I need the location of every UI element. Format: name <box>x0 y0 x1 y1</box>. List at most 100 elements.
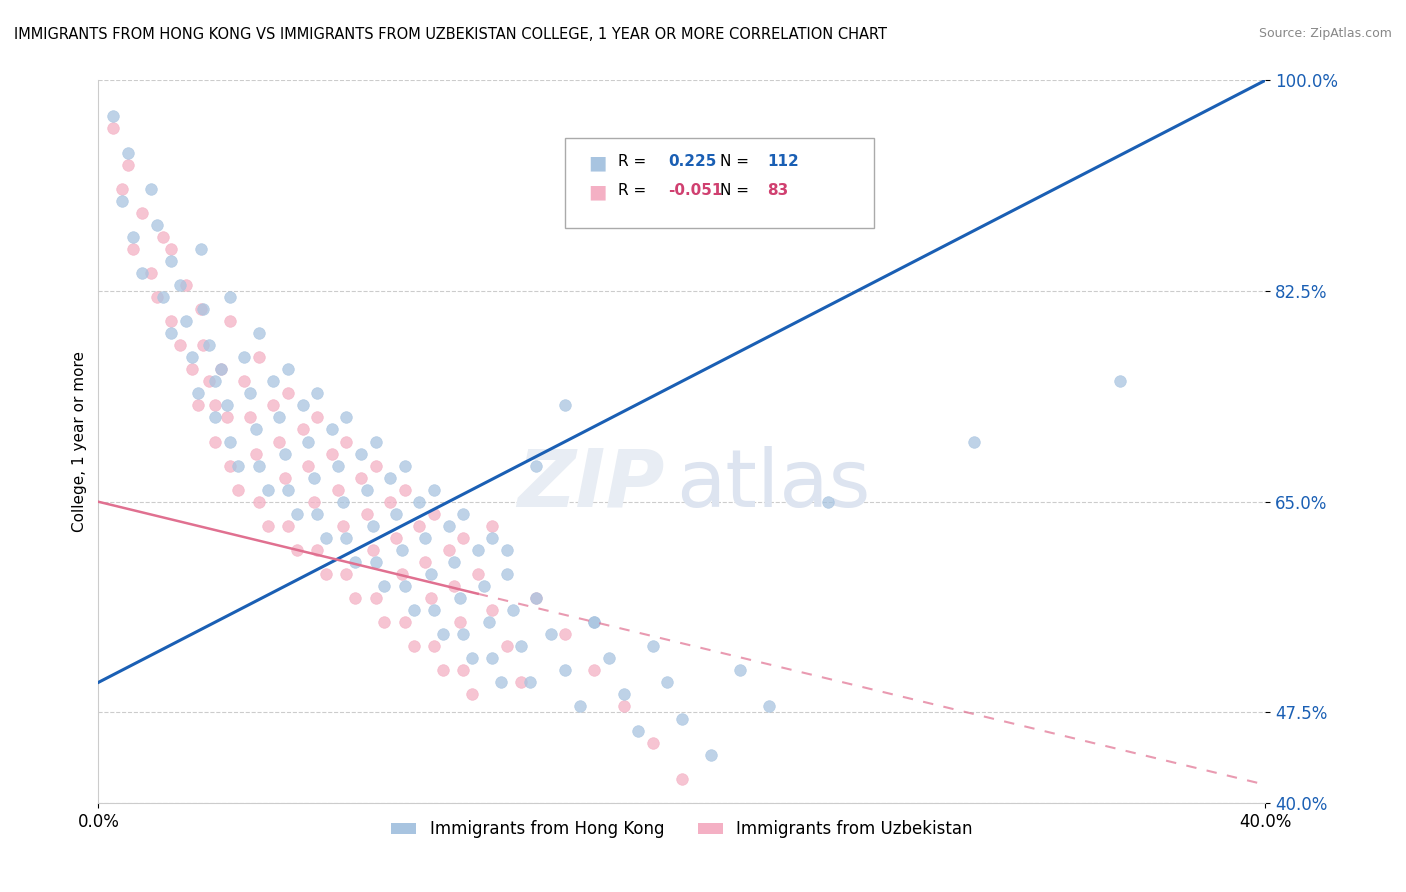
Point <box>451 664 474 678</box>
Point <box>627 723 650 738</box>
Point <box>413 555 436 569</box>
Point <box>391 567 413 582</box>
Point <box>1108 374 1130 388</box>
Point <box>380 494 402 508</box>
Point <box>304 470 326 484</box>
Point <box>247 350 270 364</box>
Text: ZIP: ZIP <box>517 446 665 524</box>
Point <box>481 531 503 545</box>
Text: N =: N = <box>720 184 754 198</box>
Point <box>297 458 319 473</box>
Point <box>443 579 465 593</box>
Point <box>307 386 329 401</box>
Point <box>385 531 408 545</box>
Point <box>274 470 297 484</box>
Point <box>146 290 169 304</box>
Point <box>256 518 278 533</box>
Point <box>758 699 780 714</box>
Point <box>467 567 489 582</box>
Text: IMMIGRANTS FROM HONG KONG VS IMMIGRANTS FROM UZBEKISTAN COLLEGE, 1 YEAR OR MORE : IMMIGRANTS FROM HONG KONG VS IMMIGRANTS … <box>14 27 887 42</box>
Point <box>451 531 474 545</box>
Point <box>364 591 387 606</box>
Point <box>657 675 679 690</box>
Point <box>451 627 474 641</box>
Point <box>402 639 425 653</box>
Point <box>160 253 183 268</box>
Point <box>443 555 465 569</box>
Point <box>247 326 270 340</box>
Point <box>332 494 354 508</box>
Point <box>524 591 547 606</box>
Point <box>204 434 226 449</box>
Point <box>169 338 191 352</box>
Point <box>174 277 197 292</box>
Text: N =: N = <box>720 154 754 169</box>
Text: R =: R = <box>617 154 651 169</box>
Point <box>193 301 215 316</box>
Point <box>326 458 349 473</box>
Text: 112: 112 <box>768 154 799 169</box>
Point <box>160 314 183 328</box>
Point <box>209 362 232 376</box>
Point <box>304 494 326 508</box>
Text: 83: 83 <box>768 184 789 198</box>
Point <box>174 314 197 328</box>
Point <box>209 362 232 376</box>
Point <box>228 458 250 473</box>
Point <box>364 555 387 569</box>
Point <box>671 772 693 786</box>
Point <box>111 181 134 195</box>
Point <box>101 121 124 136</box>
Point <box>481 651 503 665</box>
FancyBboxPatch shape <box>565 138 875 228</box>
Point <box>204 374 226 388</box>
Point <box>233 374 256 388</box>
Text: 0.225: 0.225 <box>668 154 716 169</box>
Point <box>335 531 357 545</box>
Point <box>335 567 357 582</box>
Point <box>449 615 471 630</box>
Point <box>198 374 221 388</box>
Point <box>364 434 387 449</box>
Point <box>394 483 416 497</box>
Point <box>598 651 620 665</box>
Point <box>402 603 425 617</box>
Point <box>524 458 547 473</box>
Point <box>262 374 284 388</box>
Point <box>122 229 145 244</box>
Point <box>373 579 395 593</box>
Point <box>152 290 174 304</box>
Point <box>423 483 446 497</box>
Point <box>510 639 533 653</box>
Point <box>187 386 209 401</box>
Point <box>413 531 436 545</box>
Point <box>356 483 378 497</box>
Point <box>373 615 395 630</box>
Point <box>420 591 443 606</box>
Point <box>481 603 503 617</box>
Point <box>423 507 446 521</box>
Point <box>380 470 402 484</box>
Point <box>700 747 723 762</box>
Point <box>344 555 367 569</box>
Point <box>262 398 284 412</box>
Point <box>583 615 606 630</box>
Point <box>461 687 484 701</box>
Point <box>350 470 373 484</box>
Point <box>285 507 308 521</box>
Point <box>496 567 519 582</box>
Point <box>568 699 591 714</box>
Point <box>641 735 664 749</box>
Point <box>131 205 153 219</box>
Point <box>117 157 139 171</box>
Point <box>326 483 349 497</box>
Point <box>583 664 606 678</box>
Point <box>218 434 240 449</box>
Point <box>228 483 250 497</box>
Point <box>502 603 524 617</box>
Point <box>160 242 183 256</box>
Point <box>315 567 337 582</box>
Point <box>335 434 357 449</box>
Point <box>215 398 238 412</box>
Point <box>332 518 354 533</box>
